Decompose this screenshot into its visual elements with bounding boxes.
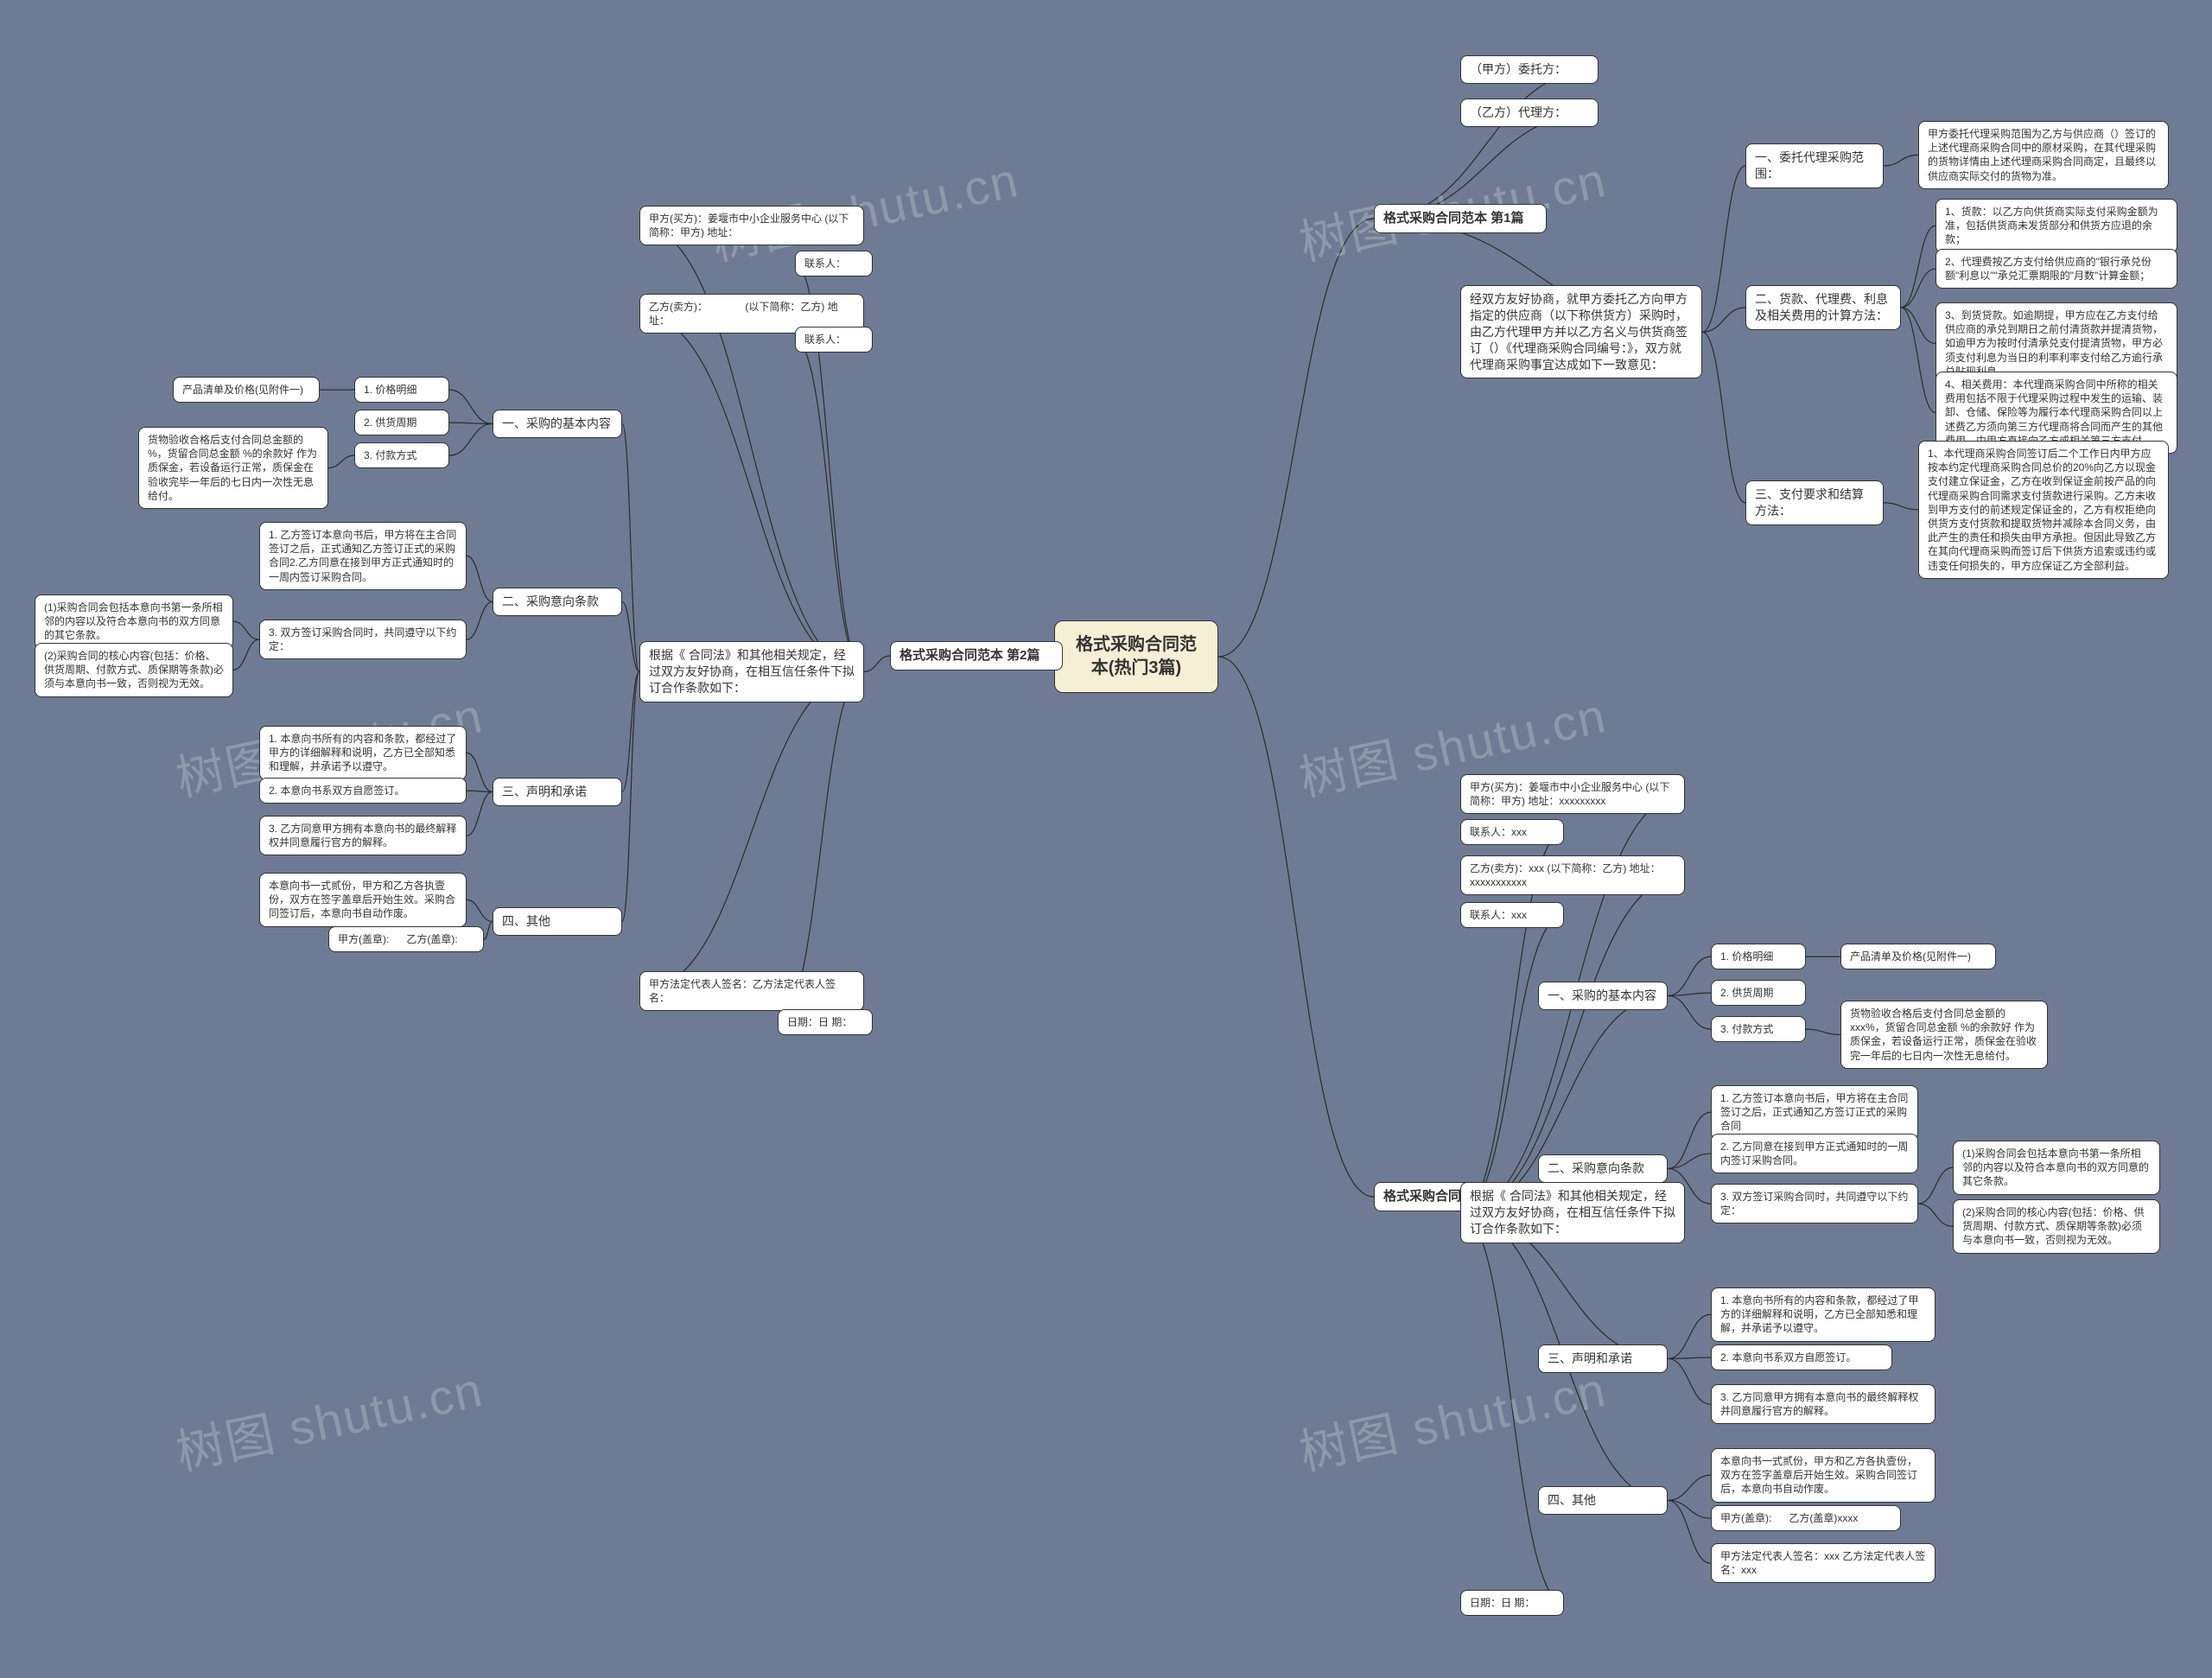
b3c4a: 本意向书一式贰份，甲方和乙方各执壹份，双方在签字盖章后开始生效。采购合同签订后，… [1711,1448,1936,1503]
b3c1a1: 产品清单及价格(见附件一) [1840,944,1996,969]
b3c0c: 乙方(卖方)：xxx (以下简称：乙方) 地址：xxxxxxxxxxx [1460,855,1685,895]
b3c2b2: (2)采购合同的核心内容(包括：价格、供货周期、付款方式、质保期等条款)必须与本… [1953,1199,2160,1254]
b2c1a: 1. 价格明细 [354,377,449,403]
b2c2b: 3. 双方签订采购合同时，共同遵守以下约定： [259,620,467,659]
b1c3b: 二、货款、代理费、利息及相关费用的计算方法： [1745,285,1901,330]
b2c2a: 1. 乙方签订本意向书后，甲方将在主合同签订之后，正式通知乙方签订正式的采购合同… [259,522,467,590]
b1c3b1: 1、货款：以乙方向供货商实际支付采购金额为准，包括供货商未发货部分和供货方应退的… [1936,199,2177,253]
b2c4a: 本意向书一式贰份，甲方和乙方各执壹份，双方在签字盖章后开始生效。采购合同签订后，… [259,873,467,927]
b3c0b: 联系人：xxx [1460,819,1564,845]
b1c3c1: 1、本代理商采购合同签订后二个工作日内甲方应按本约定代理商采购合同总价的20%向… [1918,441,2169,579]
b1c3c: 三、支付要求和结算方法： [1745,480,1884,525]
b2c0a: 甲方(买方)：姜堰市中小企业服务中心 (以下简称：甲方) 地址： [639,206,864,245]
b2c4b: 甲方(盖章): 乙方(盖章): [328,926,484,952]
b2c3: 三、声明和承诺 [493,778,622,806]
b3c2b: 3. 双方签订采购合同时，共同遵守以下约定： [1711,1184,1918,1224]
b2c2b2: (2)采购合同的核心内容(包括：价格、供货周期、付款方式、质保期等条款)必须与本… [35,643,233,697]
b2c0a2: 联系人： [795,251,873,276]
b2c2b1: (1)采购合同会包括本意向书第一条所相邻的内容以及符合本意向书的双方同意的其它条… [35,594,233,649]
b2c1c: 3. 付款方式 [354,442,449,468]
b3c2b1: (1)采购合同会包括本意向书第一条所相邻的内容以及符合本意向书的双方同意的其它条… [1953,1141,2160,1195]
b3c4: 四、其他 [1538,1486,1668,1515]
b1c3a: 一、委托代理采购范围： [1745,143,1884,188]
b3c2a: 1. 乙方签订本意向书后，甲方将在主合同签订之后，正式通知乙方签订正式的采购合同 [1711,1085,1918,1140]
b2c5: 甲方法定代表人签名：乙方法定代表人签名： [639,971,864,1011]
b3c1: 一、采购的基本内容 [1538,982,1668,1010]
b3c3c: 3. 乙方同意甲方拥有本意向书的最终解释权并同意履行官方的解释。 [1711,1384,1936,1424]
b1c3: 经双方友好协商，就甲方委托乙方向甲方指定的供应商（以下称供货方）采购时，由乙方代… [1460,285,1702,378]
b2c1c1: 货物验收合格后支付合同总金额的 %，货留合同总金额 %的余款好 作为质保金，若设… [138,427,328,509]
b2c1: 一、采购的基本内容 [493,410,622,438]
b2c3a: 1. 本意向书所有的内容和条款，都经过了甲方的详细解释和说明，乙方已全部知悉和理… [259,726,467,780]
b3c1c1: 货物验收合格后支付合同总金额的xxx%，货留合同总金额 %的余款好 作为质保金，… [1840,1001,2048,1069]
b3c1c: 3. 付款方式 [1711,1016,1806,1042]
b1c2: （乙方）代理方： [1460,99,1599,127]
b1c3a1: 甲方委托代理采购范围为乙方与供应商（）签订的上述代理商采购合同中的原材采购，在其… [1918,121,2169,189]
b3c1a: 1. 价格明细 [1711,944,1806,969]
b3c6: 日期：日 期： [1460,1590,1564,1616]
b2c0: 根据《 合同法》和其他相关规定，经过双方友好协商，在相互信任条件下拟订合作条款如… [639,641,864,702]
watermark-1: 树图 shutu.cn [169,1351,489,1484]
b3c4b: 甲方(盖章): 乙方(盖章)xxxx [1711,1505,1901,1531]
b2c0b2: 联系人： [795,327,873,353]
b3c3a: 1. 本意向书所有的内容和条款，都经过了甲方的详细解释和说明，乙方已全部知悉和理… [1711,1287,1936,1342]
b2c1a1: 产品清单及价格(见附件一) [173,377,320,403]
b3c0d: 联系人：xxx [1460,902,1564,928]
b3c0a: 甲方(买方)：姜堰市中小企业服务中心 (以下简称：甲方) 地址：xxxxxxxx… [1460,774,1685,814]
b3c2a2: 2. 乙方同意在接到甲方正式通知时的一周内签订采购合同。 [1711,1134,1918,1173]
b2c4: 四、其他 [493,907,622,936]
b1c1: （甲方）委托方： [1460,55,1599,84]
b3c3: 三、声明和承诺 [1538,1344,1668,1373]
b1: 格式采购合同范本 第1篇 [1374,204,1547,233]
b2c1b: 2. 供货周期 [354,410,449,435]
b2: 格式采购合同范本 第2篇 [890,641,1063,671]
b2c2: 二、采购意向条款 [493,588,622,616]
b3c2: 二、采购意向条款 [1538,1154,1668,1183]
b3c3b: 2. 本意向书系双方自愿签订。 [1711,1344,1892,1370]
b3c4c: 甲方法定代表人签名：xxx 乙方法定代表人签名：xxx [1711,1543,1936,1583]
b1c3b2: 2、代理费按乙方支付给供应商的"银行承兑份额"利息以""承兑汇票期限的"月数"计… [1936,249,2177,289]
b3c1b: 2. 供货周期 [1711,980,1806,1006]
root-node: 格式采购合同范本(热门3篇) [1054,620,1218,693]
b2c6: 日期：日 期： [778,1009,873,1035]
b3c0: 根据《 合同法》和其他相关规定，经过双方友好协商，在相互信任条件下拟订合作条款如… [1460,1182,1685,1243]
b2c3c: 3. 乙方同意甲方拥有本意向书的最终解释权并同意履行官方的解释。 [259,816,467,855]
b2c3b: 2. 本意向书系双方自愿签订。 [259,778,467,804]
